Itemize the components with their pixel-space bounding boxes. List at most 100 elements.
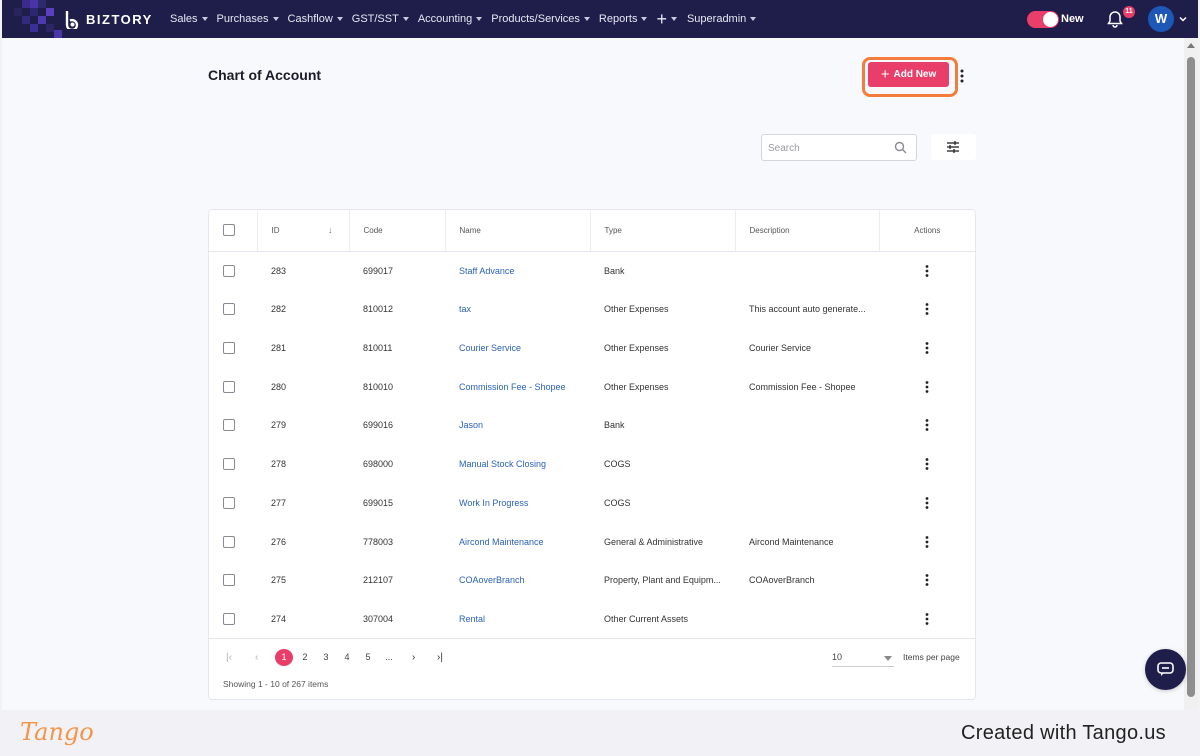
row-actions-icon[interactable]	[924, 612, 930, 626]
chat-support-button[interactable]	[1145, 649, 1186, 690]
row-checkbox[interactable]	[223, 380, 235, 393]
table-row[interactable]: 280 810010 Commission Fee - Shopee Other Ex…	[209, 367, 975, 406]
more-options-icon[interactable]	[959, 68, 965, 84]
row-description: Aircond Maintenance	[749, 536, 834, 547]
table-row[interactable]: 279 699016 Jason Bank	[209, 406, 975, 445]
filter-button[interactable]	[931, 134, 976, 160]
page-ellipsis[interactable]: ...	[385, 652, 393, 662]
row-checkbox[interactable]	[223, 341, 235, 354]
row-id: 282	[271, 304, 287, 315]
menu-gst-sst[interactable]: GST/SST	[352, 13, 409, 25]
scrollbar-thumb[interactable]	[1187, 57, 1195, 697]
table-row[interactable]: 282 810012 tax Other Expenses This account a…	[209, 290, 975, 329]
page-number-2[interactable]: 2	[302, 652, 308, 662]
vertical-scrollbar[interactable]	[1184, 38, 1198, 710]
row-actions-icon[interactable]	[924, 380, 930, 394]
page-size-value: 10	[832, 652, 843, 662]
sort-arrow-icon[interactable]: ↓	[328, 225, 333, 235]
column-header-id[interactable]: ID ↓	[257, 210, 350, 252]
table-row[interactable]: 281 810011 Courier Service Other Expenses Co…	[209, 329, 975, 368]
chevron-down-icon	[272, 17, 279, 21]
row-name-link[interactable]: Courier Service	[459, 342, 522, 353]
brand-logo[interactable]: BIZTORY	[64, 9, 153, 29]
row-checkbox[interactable]	[223, 419, 235, 432]
quick-add-menu[interactable]: +	[656, 10, 677, 28]
row-actions-cell	[879, 367, 975, 406]
row-actions-icon[interactable]	[924, 496, 930, 510]
menu-purchases[interactable]: Purchases	[217, 13, 279, 25]
row-checkbox[interactable]	[223, 613, 235, 626]
table-row[interactable]: 274 307004 Rental Other Current Assets	[209, 600, 975, 639]
page-size-select[interactable]: 10	[832, 647, 894, 667]
row-checkbox[interactable]	[223, 303, 235, 316]
row-checkbox[interactable]	[223, 574, 235, 587]
row-checkbox[interactable]	[223, 264, 235, 277]
row-checkbox[interactable]	[223, 535, 235, 548]
row-name-link[interactable]: Jason	[459, 420, 484, 431]
table-row[interactable]: 276 778003 Aircond Maintenance General & Ad…	[209, 522, 975, 561]
column-header-code[interactable]: Code	[349, 210, 446, 252]
row-name-link[interactable]: Rental	[459, 614, 486, 625]
table-row[interactable]: 283 699017 Staff Advance Bank	[209, 251, 975, 290]
column-header-actions: Actions	[879, 210, 975, 252]
accounts-table: ID ↓ Code Name Type Description Actions 2…	[209, 210, 975, 639]
page-number-3[interactable]: 3	[323, 652, 329, 662]
table-row[interactable]: 275 212107 COAoverBranch Property, Plant an…	[209, 561, 975, 600]
search-input[interactable]	[768, 140, 888, 156]
menu-products-services[interactable]: Products/Services	[491, 13, 590, 25]
row-type: General & Administrative	[604, 536, 704, 547]
column-header-type[interactable]: Type	[590, 210, 736, 252]
row-actions-icon[interactable]	[924, 535, 930, 549]
row-checkbox[interactable]	[223, 496, 235, 509]
row-name-link[interactable]: COAoverBranch	[459, 575, 525, 586]
menu-accounting[interactable]: Accounting	[418, 13, 483, 25]
menu-cashflow[interactable]: Cashflow	[288, 13, 343, 25]
menu-sales[interactable]: Sales	[170, 13, 208, 25]
row-description: Commission Fee - Shopee	[749, 381, 856, 392]
menu-superadmin[interactable]: Superadmin	[687, 13, 757, 25]
chevron-down-icon[interactable]	[1179, 15, 1187, 23]
search-icon[interactable]	[894, 141, 907, 154]
row-actions-icon[interactable]	[924, 573, 930, 587]
column-header-description[interactable]: Description	[735, 210, 880, 252]
row-code: 307004	[363, 614, 394, 625]
row-actions-icon[interactable]	[924, 341, 930, 355]
chevron-down-icon	[336, 17, 343, 21]
row-name-link[interactable]: Staff Advance	[459, 265, 515, 276]
table-row[interactable]: 278 698000 Manual Stock Closing COGS	[209, 445, 975, 484]
page-number-1[interactable]: 1	[275, 649, 293, 666]
menu-cashflow-label: Cashflow	[287, 13, 333, 25]
row-name-link[interactable]: tax	[459, 304, 472, 315]
first-page-icon[interactable]: |‹	[226, 652, 232, 663]
page-number-4[interactable]: 4	[344, 652, 350, 662]
new-ui-toggle[interactable]	[1027, 11, 1059, 28]
add-new-button[interactable]: + Add New	[868, 62, 949, 87]
row-actions-icon[interactable]	[924, 264, 930, 278]
select-all-checkbox[interactable]	[223, 224, 235, 237]
page-number-5[interactable]: 5	[365, 652, 371, 662]
bell-icon[interactable]	[1107, 10, 1123, 28]
row-type: Other Expenses	[604, 381, 669, 392]
row-actions-cell	[879, 561, 975, 600]
table-row[interactable]: 277 699015 Work In Progress COGS	[209, 484, 975, 523]
previous-page-icon[interactable]: ‹	[255, 652, 259, 663]
row-checkbox[interactable]	[223, 458, 235, 471]
menu-reports[interactable]: Reports	[599, 13, 648, 25]
next-page-icon[interactable]: ›	[412, 652, 416, 663]
select-all-header	[209, 210, 258, 252]
last-page-icon[interactable]: ›|	[437, 652, 443, 663]
column-header-id-label: ID	[271, 225, 280, 235]
scroll-up-arrow-icon[interactable]	[1187, 43, 1195, 48]
row-actions-icon[interactable]	[924, 302, 930, 316]
row-actions-icon[interactable]	[924, 418, 930, 432]
row-name-link[interactable]: Work In Progress	[459, 497, 529, 508]
row-actions-cell	[879, 251, 975, 290]
row-actions-icon[interactable]	[924, 457, 930, 471]
user-avatar[interactable]: W	[1148, 6, 1174, 32]
column-header-name[interactable]: Name	[445, 210, 591, 252]
row-name-link[interactable]: Aircond Maintenance	[459, 536, 544, 547]
row-name-link[interactable]: Commission Fee - Shopee	[459, 381, 566, 392]
chevron-down-icon	[884, 656, 892, 661]
row-name-link[interactable]: Manual Stock Closing	[459, 459, 547, 470]
pagination-bar: |‹ ‹ 1 2 3 4 5 ... › ›| 10 Items per pag…	[209, 638, 975, 700]
